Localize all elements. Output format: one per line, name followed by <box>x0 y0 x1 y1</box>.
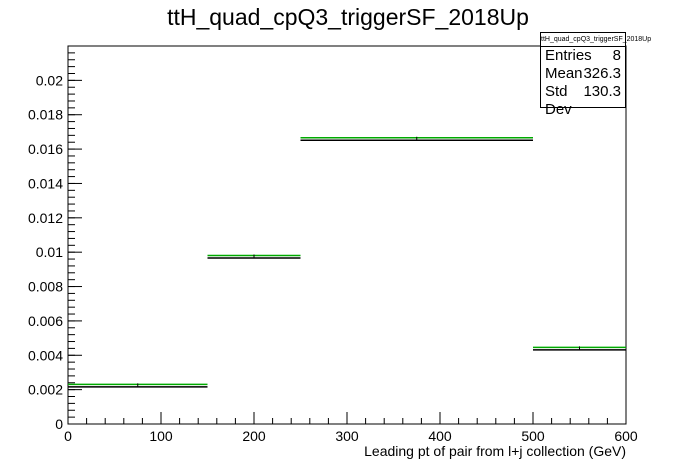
x-tick-label: 200 <box>242 428 266 444</box>
y-tick-label: 0.002 <box>28 382 63 398</box>
y-tick-label: 0.004 <box>28 347 63 363</box>
y-tick-label: 0.012 <box>28 210 63 226</box>
x-tick-label: 300 <box>335 428 359 444</box>
stats-stddev-value: 130.3 <box>583 83 621 100</box>
y-tick-label: 0.016 <box>28 141 63 157</box>
y-tick-label: 0.018 <box>28 107 63 123</box>
stats-entries-value: 8 <box>612 47 621 64</box>
stats-entries-row: Entries 8 <box>541 47 625 65</box>
y-tick-label: 0.006 <box>28 313 63 329</box>
x-tick-label: 400 <box>428 428 452 444</box>
histogram-bin-2 <box>300 136 533 142</box>
y-tick-label: 0.014 <box>28 175 63 191</box>
stats-box: ttH_quad_cpQ3_triggerSF_2018Up Entries 8… <box>540 32 651 118</box>
x-tick-label: 500 <box>521 428 545 444</box>
y-tick-label: 0.01 <box>36 244 63 260</box>
stats-mean-row: Mean 326.3 <box>541 65 625 83</box>
x-tick-label: 100 <box>149 428 173 444</box>
y-tick-label: 0 <box>55 416 63 432</box>
y-tick-label: 0.02 <box>36 72 63 88</box>
histogram-bin-0 <box>68 383 208 388</box>
x-tick-label: 0 <box>64 428 72 444</box>
x-axis-label: Leading pt of pair from l+j collection (… <box>364 443 626 459</box>
stats-box-title: ttH_quad_cpQ3_triggerSF_2018Up <box>541 33 651 47</box>
stats-stddev-row: Std Dev 130.3 <box>541 83 625 119</box>
y-tick-label: 0.008 <box>28 279 63 295</box>
stats-mean-label: Mean <box>545 65 583 82</box>
stats-entries-label: Entries <box>545 47 592 64</box>
stats-mean-value: 326.3 <box>583 65 621 82</box>
histogram-bin-3 <box>533 346 626 351</box>
histogram-bin-1 <box>207 254 301 259</box>
stats-stddev-label: Std Dev <box>545 83 572 118</box>
chart-title: ttH_quad_cpQ3_triggerSF_2018Up <box>167 4 529 30</box>
x-tick-label: 600 <box>614 428 638 444</box>
